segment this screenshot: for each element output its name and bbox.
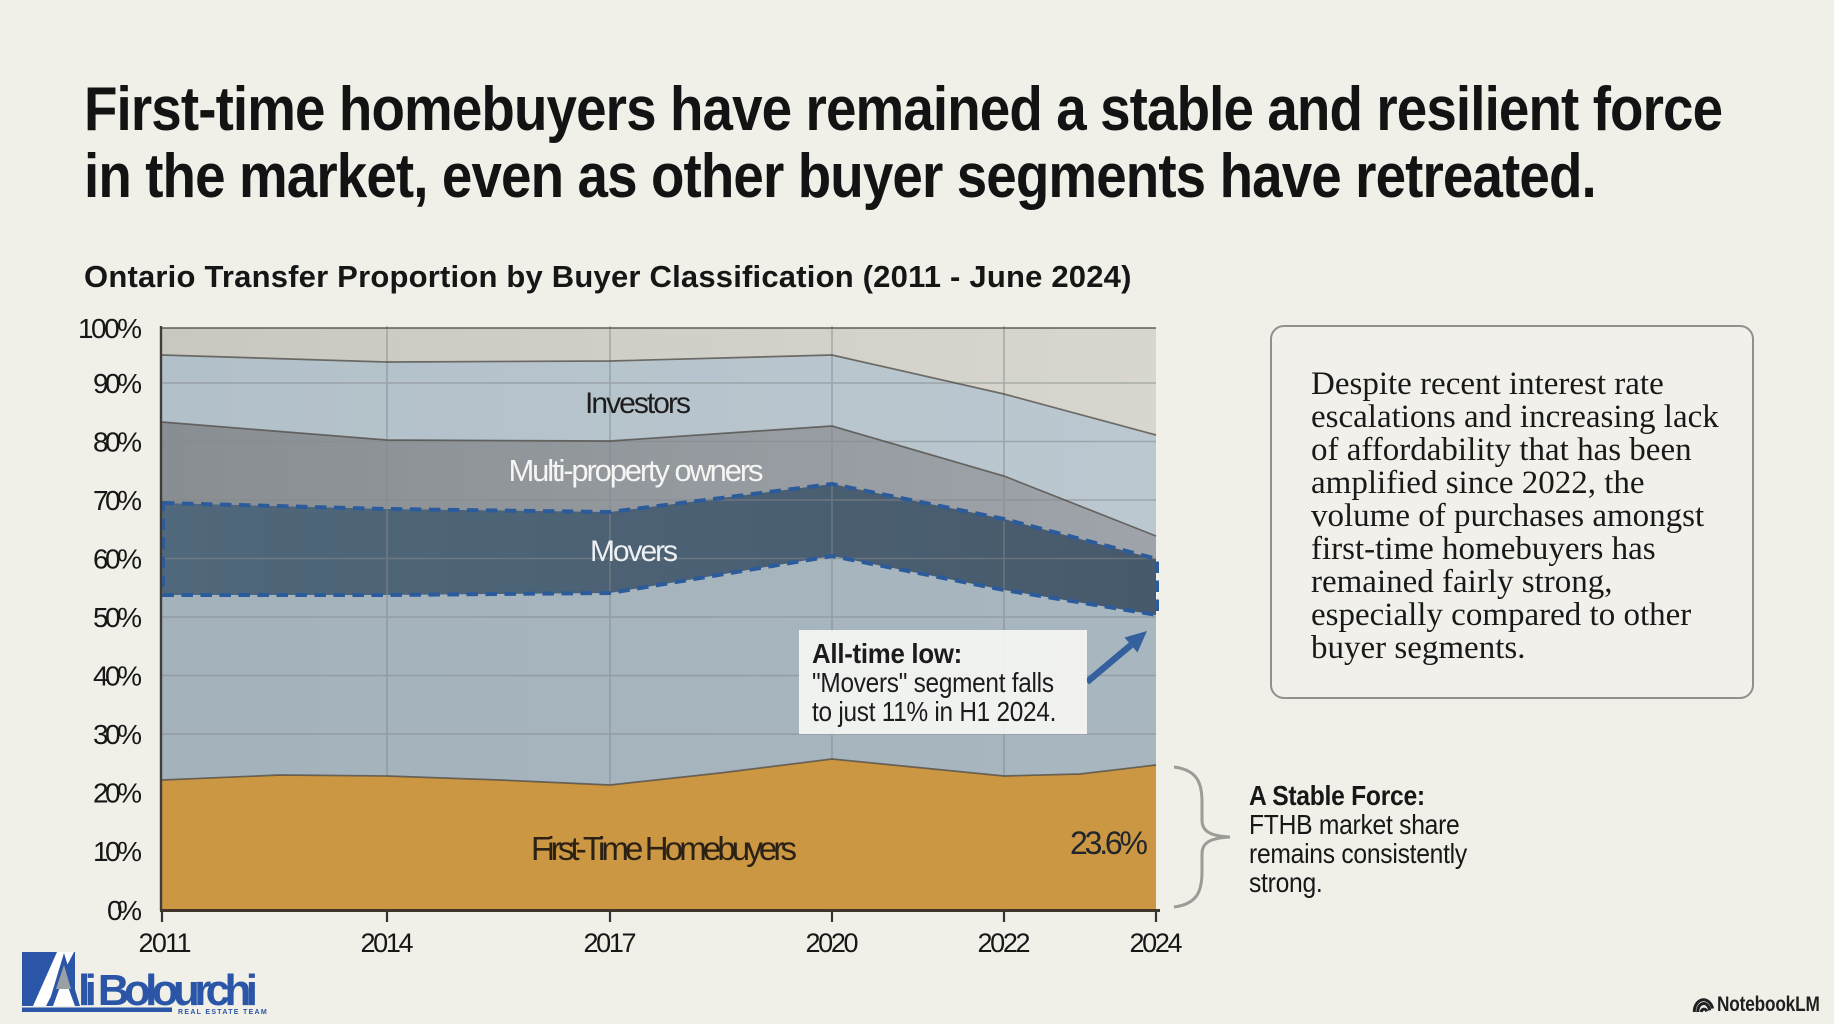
svg-text:50%: 50% <box>93 602 142 633</box>
svg-text:2014: 2014 <box>361 928 414 958</box>
svg-text:100%: 100% <box>78 313 142 344</box>
svg-text:Movers: Movers <box>590 535 678 568</box>
svg-text:23.6%: 23.6% <box>1070 825 1148 861</box>
svg-text:90%: 90% <box>93 368 142 399</box>
svg-text:2011: 2011 <box>139 928 192 958</box>
svg-text:First-Time Homebuyers: First-Time Homebuyers <box>531 830 797 867</box>
svg-text:40%: 40% <box>93 661 142 692</box>
svg-text:0%: 0% <box>107 895 142 926</box>
svg-text:Multi-property owners: Multi-property owners <box>509 453 764 488</box>
svg-text:2017: 2017 <box>584 928 637 958</box>
svg-text:2022: 2022 <box>978 928 1031 958</box>
svg-text:10%: 10% <box>93 836 142 867</box>
svg-text:30%: 30% <box>93 719 142 750</box>
svg-text:70%: 70% <box>93 485 142 516</box>
svg-text:2020: 2020 <box>806 928 859 958</box>
svg-text:REAL ESTATE TEAM: REAL ESTATE TEAM <box>178 1009 268 1016</box>
svg-text:20%: 20% <box>93 778 142 809</box>
svg-text:80%: 80% <box>93 427 142 458</box>
svg-text:2024: 2024 <box>1130 928 1183 958</box>
svg-text:li Bolourchi: li Bolourchi <box>78 966 258 1015</box>
svg-text:Investors: Investors <box>585 387 691 420</box>
svg-text:60%: 60% <box>93 544 142 575</box>
